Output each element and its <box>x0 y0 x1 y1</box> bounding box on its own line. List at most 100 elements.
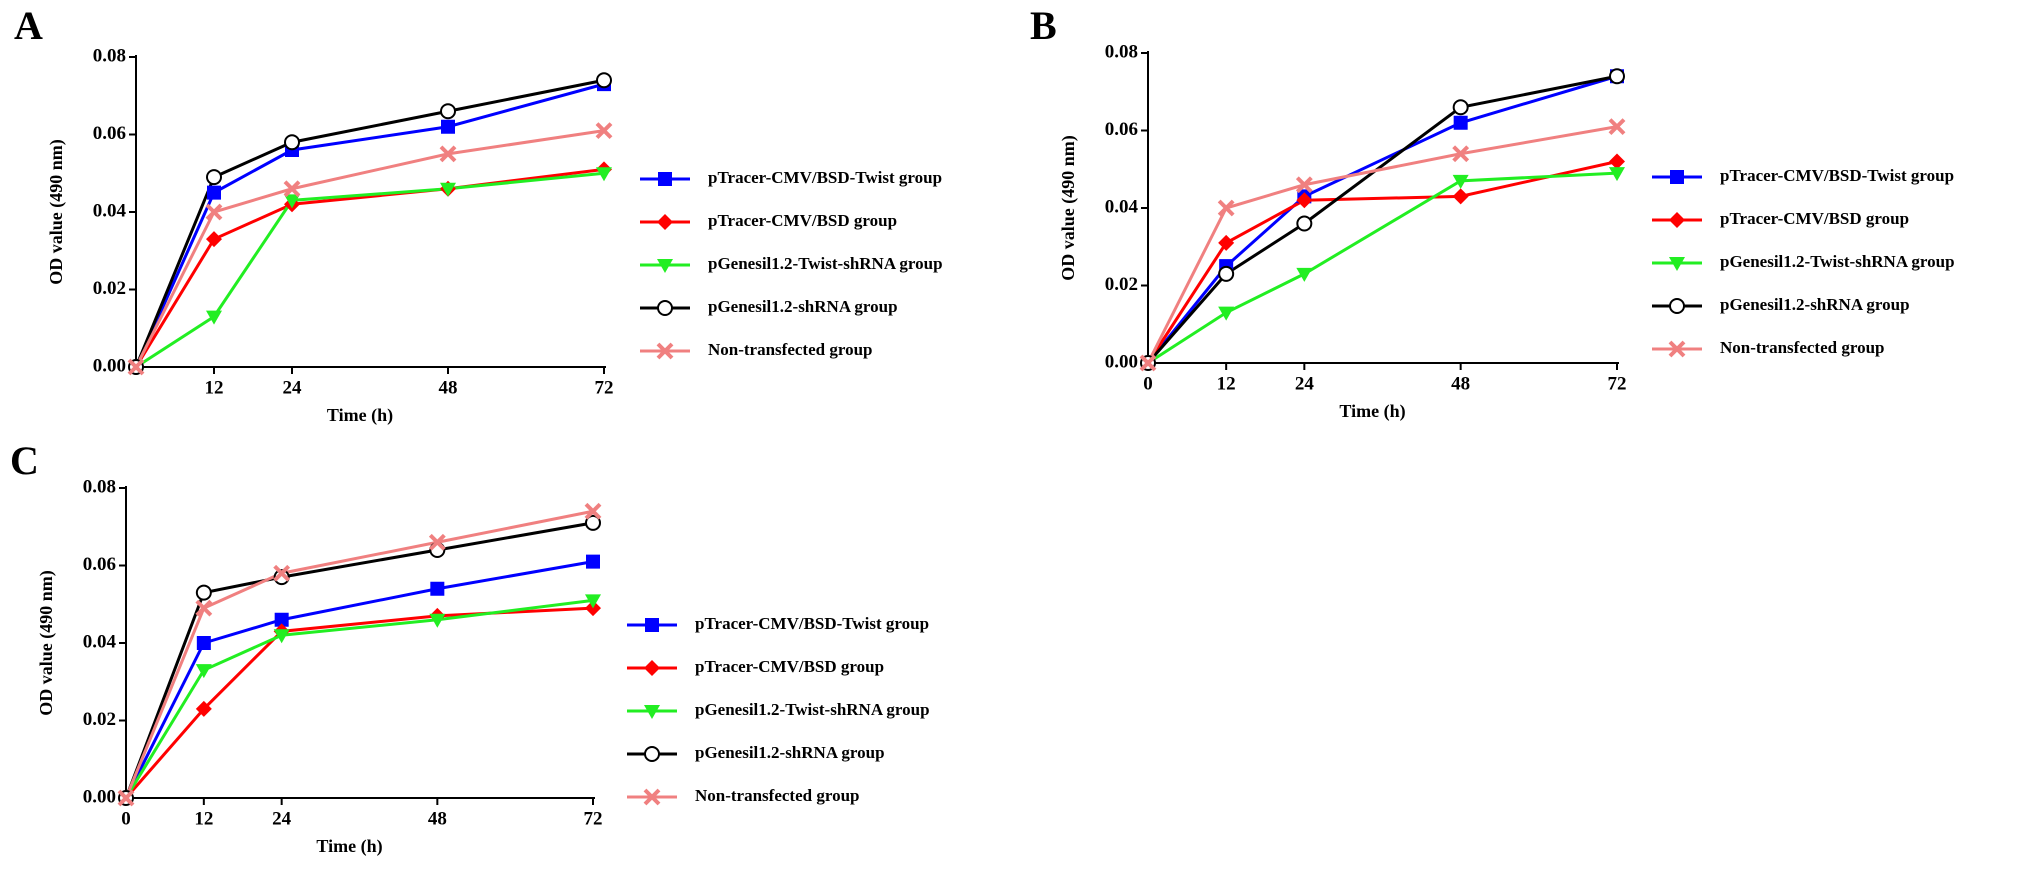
panel-label: A <box>14 3 43 48</box>
marker <box>117 789 135 807</box>
y-tick-label: 0.04 <box>83 631 117 652</box>
marker <box>127 358 145 376</box>
marker <box>657 214 673 230</box>
panel-label: C <box>10 438 39 483</box>
marker <box>596 167 612 182</box>
x-tick-label: 48 <box>428 808 447 829</box>
marker <box>1669 298 1685 314</box>
marker <box>195 584 212 601</box>
marker <box>644 660 660 676</box>
marker <box>644 705 660 719</box>
x-axis-title: Time (h) <box>327 405 393 426</box>
marker <box>1218 234 1235 251</box>
marker <box>584 502 602 520</box>
marker <box>274 612 289 627</box>
y-axis-title: OD value (490 nm) <box>36 570 57 716</box>
marker <box>585 514 601 531</box>
marker <box>1669 212 1685 228</box>
marker <box>206 310 222 325</box>
marker <box>195 700 212 717</box>
marker <box>439 145 457 163</box>
marker <box>1609 68 1625 85</box>
legend-label: pTracer-CMV/BSD group <box>708 211 897 230</box>
y-tick-label: 0.06 <box>83 554 116 575</box>
y-tick-label: 0.08 <box>83 476 116 497</box>
legend-label: pGenesil1.2-Twist-shRNA group <box>695 700 930 719</box>
marker <box>1609 167 1625 182</box>
legend-label: pGenesil1.2-shRNA group <box>1720 295 1910 314</box>
marker <box>658 172 672 186</box>
marker <box>206 169 222 186</box>
y-tick-label: 0.08 <box>93 45 126 66</box>
marker <box>283 180 301 198</box>
marker <box>1218 265 1235 282</box>
marker <box>1452 99 1469 116</box>
marker <box>1670 170 1684 184</box>
marker <box>1668 340 1686 358</box>
x-tick-label: 12 <box>1217 373 1236 394</box>
legend-label: Non-transfected group <box>695 786 859 805</box>
x-tick-label: 72 <box>595 377 614 398</box>
marker <box>206 231 222 248</box>
x-tick-label: 48 <box>1451 373 1470 394</box>
legend-label: pTracer-CMV/BSD group <box>1720 209 1909 228</box>
marker <box>595 122 613 140</box>
marker <box>195 599 213 617</box>
marker <box>1296 267 1313 282</box>
y-tick-label: 0.00 <box>1105 351 1138 372</box>
series-line <box>1146 74 1618 364</box>
y-tick-label: 0.06 <box>1105 119 1138 140</box>
marker <box>1452 145 1470 163</box>
x-tick-label: 72 <box>1608 373 1627 394</box>
marker <box>586 554 600 569</box>
x-tick-label: 24 <box>1295 373 1315 394</box>
y-tick-label: 0.02 <box>1105 274 1138 295</box>
series-line <box>124 509 594 799</box>
series-line <box>1146 125 1618 364</box>
marker <box>430 581 445 596</box>
marker <box>273 569 290 586</box>
marker <box>1139 354 1157 372</box>
series-line <box>1146 74 1618 364</box>
marker <box>205 203 223 221</box>
marker <box>273 629 290 644</box>
x-tick-label: 24 <box>283 377 303 398</box>
legend-label: pTracer-CMV/BSD group <box>695 657 884 676</box>
marker <box>195 664 212 679</box>
y-tick-label: 0.06 <box>93 123 126 144</box>
series-line <box>1147 171 1618 365</box>
y-tick-label: 0.08 <box>1105 41 1138 62</box>
x-axis-title: Time (h) <box>1339 401 1405 422</box>
marker <box>645 618 659 632</box>
marker <box>1217 199 1235 217</box>
marker <box>1295 176 1313 194</box>
y-tick-label: 0.02 <box>93 278 126 299</box>
marker <box>657 300 673 316</box>
series-line <box>135 171 605 369</box>
marker <box>644 746 660 762</box>
y-tick-label: 0.00 <box>93 355 126 376</box>
marker <box>1452 174 1469 189</box>
marker <box>1453 115 1468 130</box>
legend-label: Non-transfected group <box>1720 338 1884 357</box>
marker <box>429 613 446 628</box>
x-tick-label: 72 <box>584 808 603 829</box>
panel-label: B <box>1030 3 1057 48</box>
x-tick-label: 12 <box>205 377 224 398</box>
marker <box>596 72 612 89</box>
marker <box>1296 215 1313 232</box>
marker <box>441 119 455 134</box>
legend-label: pGenesil1.2-Twist-shRNA group <box>1720 252 1955 271</box>
marker <box>207 185 221 200</box>
x-tick-label: 0 <box>1143 373 1153 394</box>
x-tick-label: 12 <box>194 808 213 829</box>
legend-label: pGenesil1.2-shRNA group <box>708 297 898 316</box>
marker <box>1609 153 1625 170</box>
y-axis-title: OD value (490 nm) <box>1058 135 1079 281</box>
legend-label: pTracer-CMV/BSD-Twist group <box>708 168 942 187</box>
marker <box>284 194 300 209</box>
y-axis-title: OD value (490 nm) <box>46 139 67 285</box>
series-line <box>124 560 594 799</box>
marker <box>440 182 456 197</box>
